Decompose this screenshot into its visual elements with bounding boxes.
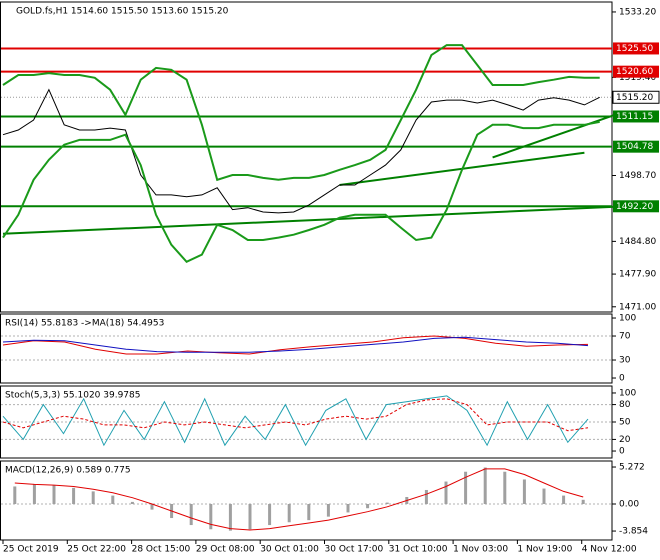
histogram-bar [464,471,468,505]
y-tick-label: 1477.90 [619,270,656,280]
level-label-box [613,42,659,55]
series-line [14,468,584,531]
histogram-bar [366,504,370,509]
series-line [2,395,589,447]
x-tick-label: 28 Oct 15:00 [132,545,191,555]
panel-title: MACD(12,26,9) 0.589 0.775 [5,466,131,476]
level-label: 1525.50 [616,44,653,54]
y-tick-label: 1471.00 [619,302,656,312]
y-tick-label: 20 [619,435,631,445]
y-tick-label: 70 [619,332,631,342]
histogram-bar [307,504,311,521]
x-tick-label: 30 Oct 17:00 [325,545,384,555]
level-label-box [612,90,660,104]
x-tick-label: 31 Oct 10:00 [389,545,448,555]
histogram-bar [130,501,134,505]
histogram-bar [287,504,291,523]
level-label: 1520.60 [616,67,653,77]
y-tick-label: 100 [619,388,636,398]
panel-title: GOLD.fs,H1 1514.60 1515.50 1513.60 1515.… [16,7,229,17]
level-label-box [613,200,659,213]
panel-frame [0,1,613,313]
histogram-bar [385,502,389,505]
series-line [2,336,589,353]
level-label: 1511.15 [616,112,653,122]
histogram-bar [150,504,154,510]
y-tick-label: 1498.70 [619,171,656,181]
series-line [2,44,600,182]
x-tick-label: 25 Oct 2019 [3,545,59,555]
trend-line [2,205,616,235]
histogram-bar [503,471,507,505]
histogram-bar [424,489,428,505]
level-label: 1515.20 [616,93,653,103]
x-tick-label: 30 Oct 01:00 [260,545,319,555]
y-tick-label: 1533.20 [619,7,656,17]
level-label-box [613,65,659,78]
series-line [2,120,600,264]
y-tick-label: 100 [619,314,636,324]
histogram-bar [209,504,213,530]
level-label: 1504.78 [616,142,653,152]
histogram-bar [522,479,526,505]
level-label-box [613,140,659,153]
panel-frame [0,460,613,541]
histogram-bar [248,504,252,530]
histogram-bar [483,467,487,505]
series-line [2,398,589,432]
series-line [2,88,600,214]
y-tick-label: 0 [619,447,625,457]
histogram-bar [228,504,232,531]
x-tick-label: 1 Nov 03:00 [453,545,508,555]
x-tick-label: 25 Oct 22:00 [67,545,126,555]
y-tick-label: 1519.40 [619,73,656,83]
histogram-bar [542,488,546,505]
panel-title: RSI(14) 55.8183 ->MA(18) 54.4953 [5,319,164,329]
panel-title: Stoch(5,3,3) 55.1020 39.9785 [5,391,140,401]
panel-frame [0,313,613,384]
y-tick-label: 0.00 [619,500,639,510]
histogram-bar [91,491,95,505]
histogram-bar [189,504,193,526]
x-tick-label: 4 Nov 12:00 [582,545,637,555]
histogram-bar [32,484,36,505]
histogram-bar [111,495,115,505]
histogram-bar [13,486,17,505]
y-tick-label: 50 [619,418,631,428]
y-tick-label: 1484.80 [619,237,656,247]
y-tick-label: 5.272 [619,463,645,473]
histogram-bar [326,504,330,517]
y-tick-label: 0 [619,374,625,384]
histogram-bar [444,481,448,505]
series-line [2,335,589,355]
histogram-bar [72,487,76,505]
y-tick-label: 30 [619,356,631,366]
level-label-box [613,110,659,123]
histogram-bar [268,504,272,526]
histogram-bar [52,485,56,505]
level-label: 1492.20 [616,202,653,212]
histogram-bar [581,499,585,505]
histogram-bar [346,504,350,513]
y-tick-label: 80 [619,400,631,410]
y-tick-label: -3.854 [619,527,648,537]
histogram-bar [562,495,566,505]
x-tick-label: 29 Oct 08:00 [196,545,255,555]
x-tick-label: 1 Nov 19:00 [517,545,572,555]
